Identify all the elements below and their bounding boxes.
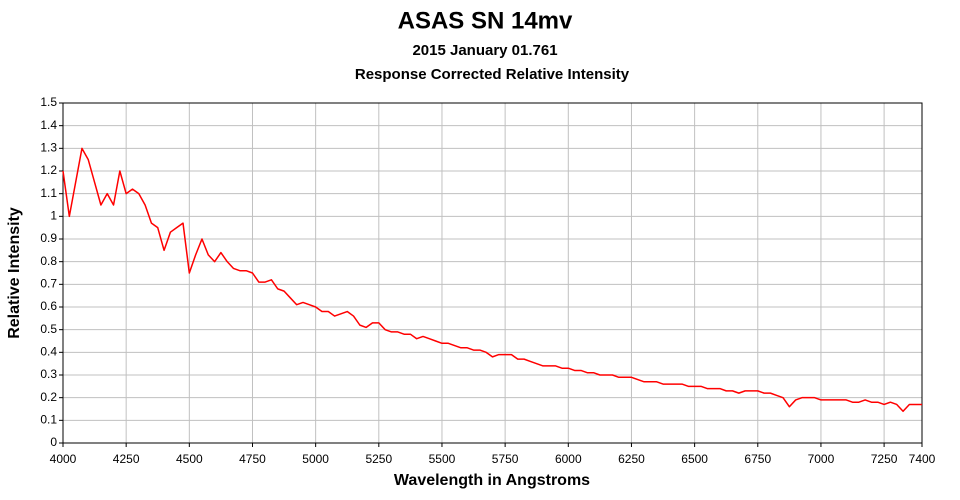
y-tick-label: 0.6 <box>40 299 57 313</box>
x-tick-label: 4000 <box>50 452 77 466</box>
chart-subtitle: 2015 January 01.761 <box>412 42 557 59</box>
chart-title: ASAS SN 14mv <box>398 7 573 34</box>
x-tick-label: 6250 <box>618 452 645 466</box>
x-tick-label: 7400 <box>909 452 936 466</box>
y-tick-label: 0.1 <box>40 413 57 427</box>
y-tick-label: 0.8 <box>40 254 57 268</box>
x-tick-label: 5750 <box>492 452 519 466</box>
plot-border <box>62 102 923 444</box>
y-tick-label: 1.5 <box>40 95 57 109</box>
x-tick-label: 4500 <box>176 452 203 466</box>
x-tick-label: 6000 <box>555 452 582 466</box>
y-tick-label: 1.2 <box>40 163 57 177</box>
y-tick-label: 0.2 <box>40 390 57 404</box>
y-tick-label: 0.5 <box>40 322 57 336</box>
x-tick-label: 6750 <box>744 452 771 466</box>
x-tick-label: 5000 <box>302 452 329 466</box>
y-tick-label: 1 <box>50 209 57 223</box>
x-axis-label: Wavelength in Angstroms <box>394 472 590 489</box>
y-tick-label: 0.4 <box>40 345 57 359</box>
x-tick-label: 7250 <box>871 452 898 466</box>
y-tick-label: 0.9 <box>40 231 57 245</box>
x-tick-label: 4750 <box>239 452 266 466</box>
y-tick-label: 0.7 <box>40 277 57 291</box>
y-tick-label: 1.1 <box>40 186 57 200</box>
x-tick-label: 5500 <box>429 452 456 466</box>
y-tick-label: 1.3 <box>40 141 57 155</box>
y-axis-label: Relative Intensity <box>6 207 23 339</box>
chart-subtitle: Response Corrected Relative Intensity <box>355 66 630 83</box>
x-tick-label: 7000 <box>808 452 835 466</box>
x-tick-label: 6500 <box>681 452 708 466</box>
plot-area <box>63 103 922 443</box>
y-tick-label: 0.3 <box>40 367 57 381</box>
spectrum-line <box>62 147 922 413</box>
y-tick-label: 1.4 <box>40 118 57 132</box>
x-tick-label: 4250 <box>113 452 140 466</box>
y-tick-label: 0 <box>50 435 57 449</box>
x-tick-label: 5250 <box>365 452 392 466</box>
